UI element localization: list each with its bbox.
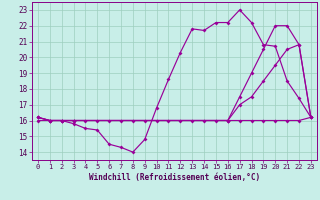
- X-axis label: Windchill (Refroidissement éolien,°C): Windchill (Refroidissement éolien,°C): [89, 173, 260, 182]
